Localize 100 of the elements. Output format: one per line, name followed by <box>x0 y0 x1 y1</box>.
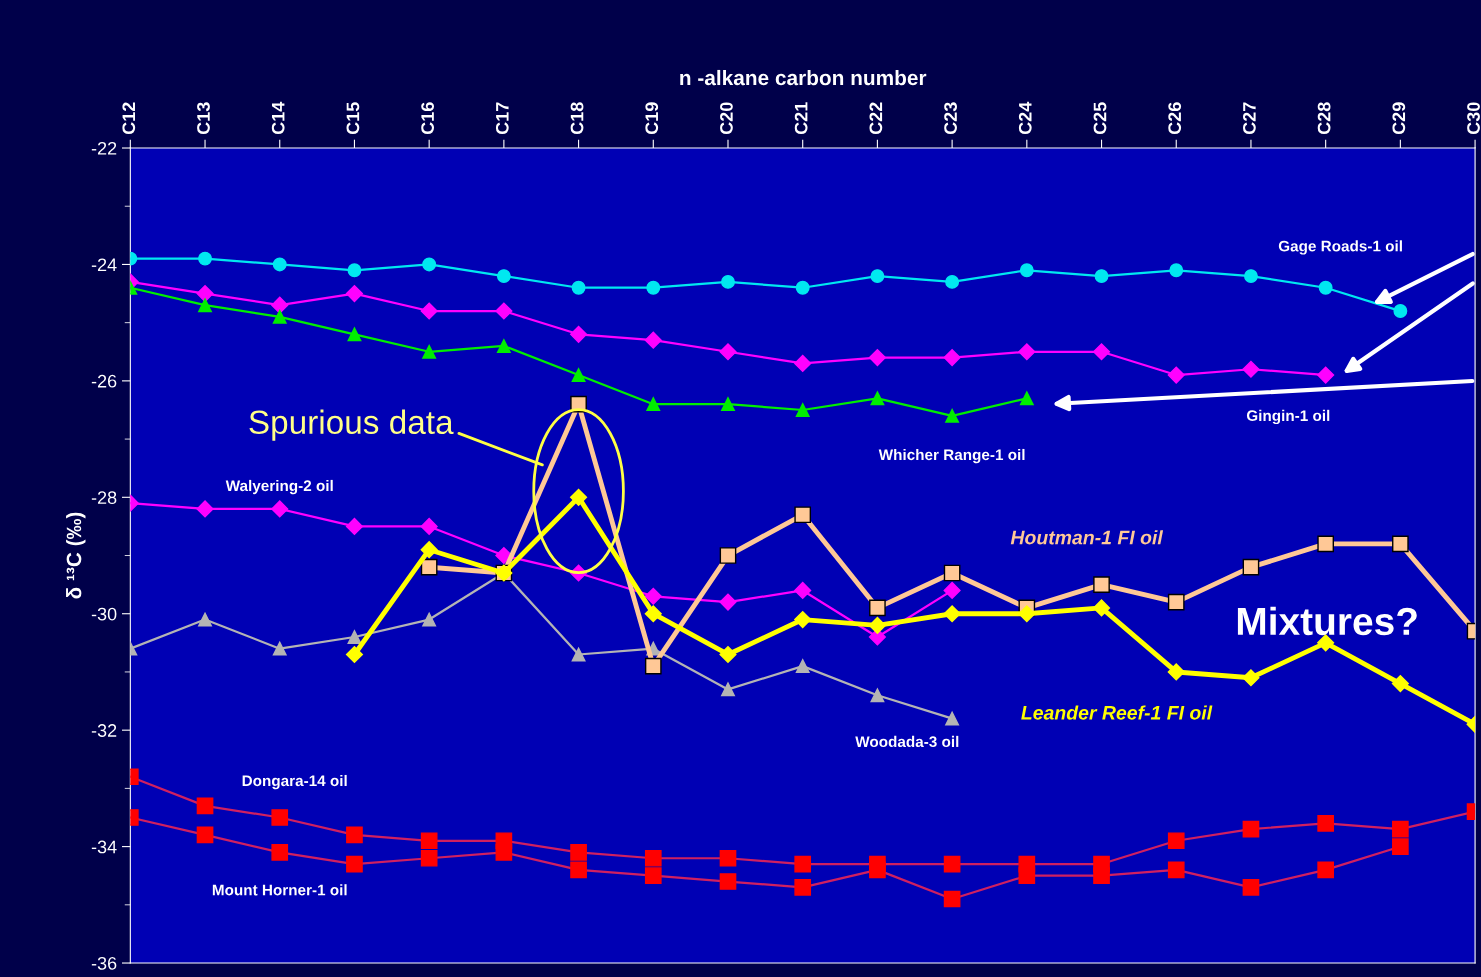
point <box>1094 269 1109 284</box>
point <box>1167 832 1185 850</box>
point <box>347 630 362 644</box>
point <box>1392 535 1409 553</box>
point <box>870 688 885 703</box>
x-tick-label: C13 <box>197 102 210 135</box>
point <box>644 867 662 885</box>
y-tick-label: -30 <box>91 607 117 621</box>
y-tick-label: -26 <box>91 374 117 388</box>
y-tick-label: -24 <box>91 258 117 271</box>
x-tick-label: C27 <box>1243 102 1256 135</box>
point <box>1092 599 1111 617</box>
point <box>196 797 214 815</box>
point <box>644 331 662 349</box>
y-tick-label: -34 <box>91 840 117 854</box>
point <box>271 844 289 861</box>
point <box>1242 669 1260 687</box>
point <box>272 257 287 272</box>
point <box>644 587 662 605</box>
point <box>945 408 960 423</box>
point <box>1018 867 1036 885</box>
point <box>347 263 362 278</box>
point <box>943 581 961 600</box>
x-tick-label: C25 <box>1093 102 1107 135</box>
point <box>1169 263 1184 278</box>
x-tick-label: C15 <box>346 102 360 135</box>
x-axis-title: n -alkane carbon number <box>680 69 927 86</box>
point <box>794 611 812 629</box>
point <box>570 844 587 861</box>
point <box>346 826 363 844</box>
point <box>1317 861 1334 879</box>
annotation: Mixtures? <box>1237 606 1417 636</box>
point <box>495 302 513 320</box>
text: Houtman-1 FI oil <box>1010 530 1164 545</box>
x-tick-label: C28 <box>1317 102 1331 135</box>
point <box>1019 391 1034 406</box>
x-tick-label: C30 <box>1467 102 1480 135</box>
series-label: Dongara-14 oil <box>242 774 347 790</box>
point <box>422 612 437 627</box>
x-tick-label: C14 <box>271 101 285 135</box>
point <box>870 269 885 284</box>
point <box>721 397 735 412</box>
point <box>271 296 289 314</box>
point <box>271 500 289 518</box>
point <box>420 832 438 850</box>
point <box>345 517 364 535</box>
point <box>1392 820 1409 838</box>
point <box>719 593 737 611</box>
point <box>943 564 961 582</box>
point <box>719 849 737 867</box>
y-tick-label: -22 <box>91 141 117 155</box>
point <box>795 280 810 295</box>
point <box>1167 663 1185 681</box>
annotation: Spurious data <box>249 409 454 441</box>
point <box>1242 879 1260 896</box>
point <box>570 488 588 506</box>
point <box>644 849 662 867</box>
point <box>1018 605 1036 623</box>
text: Whicher Range-1 oil <box>878 448 1025 464</box>
point <box>945 274 960 289</box>
point <box>1317 366 1335 384</box>
point <box>345 285 364 303</box>
x-tick-label: C16 <box>421 102 435 135</box>
point <box>719 343 737 361</box>
x-tick-label: C29 <box>1392 102 1406 135</box>
point <box>272 309 287 324</box>
series-label: Gingin-1 oil <box>1246 409 1330 425</box>
point <box>570 861 587 879</box>
point <box>1242 558 1260 576</box>
series-label: Leander Reef-1 FI oil <box>1021 705 1213 720</box>
point <box>196 500 214 518</box>
point <box>571 368 586 383</box>
point <box>943 855 961 873</box>
point <box>1393 304 1408 318</box>
point <box>1093 867 1110 885</box>
point <box>1093 576 1110 593</box>
y-tick-label: -36 <box>91 956 117 970</box>
point <box>943 890 961 908</box>
series-label: Gage Roads-1 oil <box>1278 240 1402 255</box>
point <box>644 657 662 675</box>
point <box>794 855 812 873</box>
point <box>272 641 287 656</box>
point <box>571 647 586 662</box>
point <box>1317 814 1334 832</box>
y-axis-title: δ ¹³C (‰) <box>66 512 86 599</box>
point <box>794 879 812 896</box>
point <box>644 605 662 623</box>
point <box>1019 263 1034 278</box>
point <box>719 547 737 564</box>
x-tick-label: C19 <box>645 102 659 135</box>
point <box>422 344 437 359</box>
series-label: Woodada-3 oil <box>855 735 959 748</box>
point <box>869 861 886 879</box>
point <box>868 349 886 367</box>
x-tick-label: C18 <box>570 102 584 135</box>
x-tick-label: C22 <box>869 102 883 135</box>
point <box>347 327 362 342</box>
point <box>198 251 212 266</box>
point <box>1391 675 1409 693</box>
point <box>345 645 364 664</box>
